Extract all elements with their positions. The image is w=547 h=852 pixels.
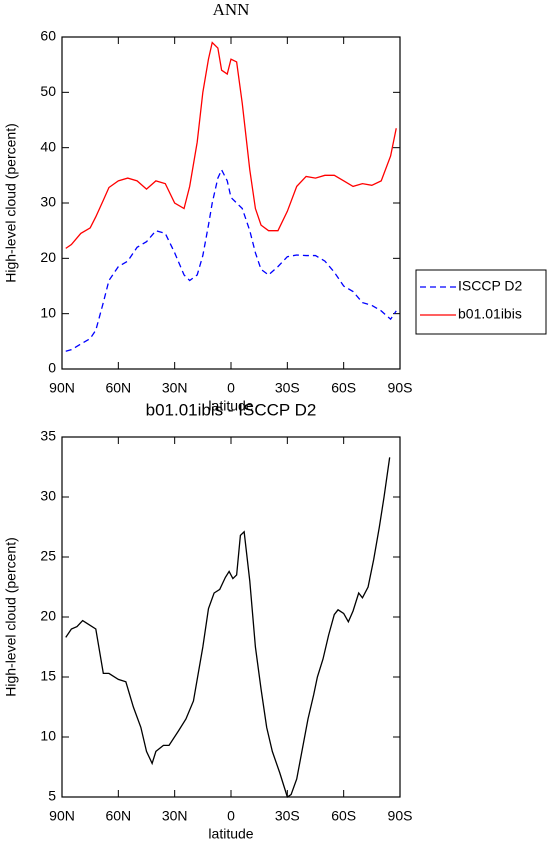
y-axis-label: High-level cloud (percent) <box>3 537 19 697</box>
y-tick-label: 5 <box>48 788 56 804</box>
x-tick-label: 90S <box>388 808 413 824</box>
x-axis-label: latitude <box>208 398 253 414</box>
chart-title: ANN <box>213 0 250 19</box>
y-tick-label: 50 <box>40 83 56 99</box>
x-tick-label: 0 <box>227 808 235 824</box>
x-tick-label: 90N <box>49 380 75 396</box>
y-tick-label: 40 <box>40 138 56 154</box>
x-tick-label: 90N <box>49 808 75 824</box>
data-line <box>65 41 397 249</box>
y-tick-label: 60 <box>40 28 56 44</box>
data-line <box>65 457 391 799</box>
x-tick-label: 60N <box>105 808 131 824</box>
chart-title: b01.01ibis - ISCCP D2 <box>146 400 317 419</box>
x-tick-label: 60S <box>331 808 356 824</box>
y-axis-label: High-level cloud (percent) <box>3 123 19 283</box>
plot-frame <box>61 436 401 798</box>
y-tick-label: 10 <box>40 304 56 320</box>
y-tick-label: 20 <box>40 608 56 624</box>
y-tick-label: 30 <box>40 488 56 504</box>
legend-label: b01.01ibis <box>458 306 522 322</box>
data-line <box>65 168 397 352</box>
x-tick-label: 30S <box>275 380 300 396</box>
x-tick-label: 60N <box>105 380 131 396</box>
x-axis-label: latitude <box>208 826 253 842</box>
y-tick-label: 35 <box>40 428 56 444</box>
legend-box <box>415 269 547 335</box>
x-tick-label: 30S <box>275 808 300 824</box>
y-tick-label: 10 <box>40 728 56 744</box>
y-tick-label: 15 <box>40 668 56 684</box>
x-tick-label: 0 <box>227 380 235 396</box>
x-tick-label: 90S <box>388 380 413 396</box>
y-tick-label: 25 <box>40 548 56 564</box>
x-tick-label: 30N <box>162 808 188 824</box>
x-tick-label: 30N <box>162 380 188 396</box>
x-tick-label: 60S <box>331 380 356 396</box>
y-tick-label: 0 <box>48 360 56 376</box>
y-tick-label: 20 <box>40 249 56 265</box>
plot-frame <box>61 36 401 370</box>
y-tick-label: 30 <box>40 194 56 210</box>
legend-label: ISCCP D2 <box>458 278 523 294</box>
